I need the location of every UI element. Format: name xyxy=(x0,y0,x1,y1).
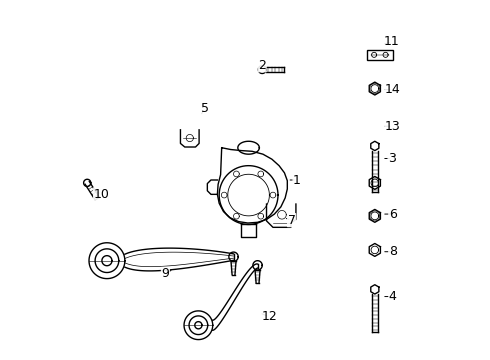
Text: 9: 9 xyxy=(161,267,170,280)
Text: 11: 11 xyxy=(384,35,400,49)
Text: 2: 2 xyxy=(258,59,266,72)
Text: 4: 4 xyxy=(389,290,397,303)
Text: 13: 13 xyxy=(385,120,401,133)
Text: 3: 3 xyxy=(388,152,396,165)
Text: 8: 8 xyxy=(389,245,397,258)
FancyBboxPatch shape xyxy=(367,50,393,60)
Text: 12: 12 xyxy=(262,310,277,324)
Text: 7: 7 xyxy=(288,214,295,227)
Text: 5: 5 xyxy=(201,102,209,115)
Text: 6: 6 xyxy=(389,208,397,221)
Text: 14: 14 xyxy=(385,83,401,96)
Text: 10: 10 xyxy=(94,188,109,201)
Text: 1: 1 xyxy=(293,174,301,186)
